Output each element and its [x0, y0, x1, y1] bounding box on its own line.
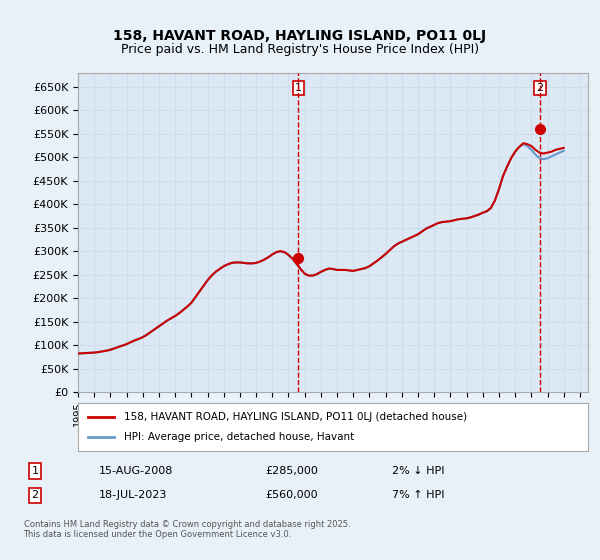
Text: 2% ↓ HPI: 2% ↓ HPI [392, 466, 445, 476]
Text: 7% ↑ HPI: 7% ↑ HPI [392, 491, 445, 501]
Text: 15-AUG-2008: 15-AUG-2008 [98, 466, 173, 476]
Text: 2: 2 [536, 83, 544, 93]
Text: Price paid vs. HM Land Registry's House Price Index (HPI): Price paid vs. HM Land Registry's House … [121, 43, 479, 56]
Text: Contains HM Land Registry data © Crown copyright and database right 2025.
This d: Contains HM Land Registry data © Crown c… [23, 520, 350, 539]
Text: 1: 1 [32, 466, 38, 476]
Text: £285,000: £285,000 [265, 466, 319, 476]
Text: 2: 2 [31, 491, 38, 501]
Text: 158, HAVANT ROAD, HAYLING ISLAND, PO11 0LJ (detached house): 158, HAVANT ROAD, HAYLING ISLAND, PO11 0… [124, 412, 467, 422]
Text: 18-JUL-2023: 18-JUL-2023 [98, 491, 167, 501]
Text: HPI: Average price, detached house, Havant: HPI: Average price, detached house, Hava… [124, 432, 354, 442]
Text: 1: 1 [295, 83, 302, 93]
Text: 158, HAVANT ROAD, HAYLING ISLAND, PO11 0LJ: 158, HAVANT ROAD, HAYLING ISLAND, PO11 0… [113, 29, 487, 44]
Text: £560,000: £560,000 [265, 491, 318, 501]
